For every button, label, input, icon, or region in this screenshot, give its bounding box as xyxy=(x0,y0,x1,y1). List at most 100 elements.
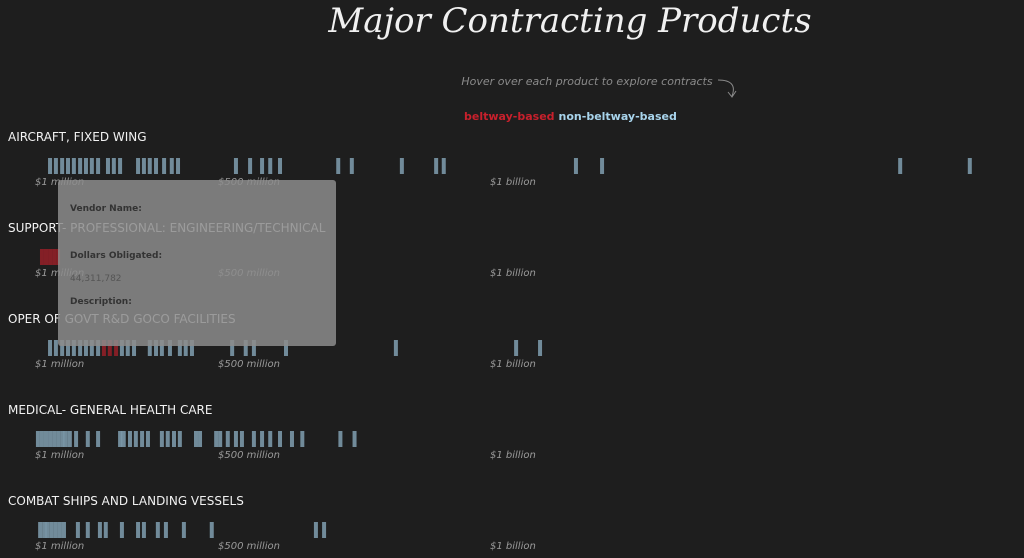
contract-mark xyxy=(125,340,130,356)
contract-mark xyxy=(159,431,164,447)
contract-mark xyxy=(434,158,439,174)
contract-mark xyxy=(96,431,101,447)
contract-mark xyxy=(169,158,174,174)
contract-mark xyxy=(67,431,72,447)
contract-mark xyxy=(119,340,124,356)
axis-label: $1 billion xyxy=(490,541,536,552)
contract-mark xyxy=(155,522,160,538)
contract-mark xyxy=(71,340,76,356)
contract-mark xyxy=(53,158,58,174)
contract-mark xyxy=(251,431,256,447)
contract-mark xyxy=(56,431,61,447)
contract-mark xyxy=(268,158,273,174)
contract-mark xyxy=(209,522,214,538)
contract-mark xyxy=(45,522,50,538)
tooltip-box xyxy=(58,180,336,346)
contract-mark xyxy=(127,431,132,447)
contract-mark xyxy=(89,158,94,174)
contract-mark xyxy=(71,158,76,174)
contract-mark xyxy=(514,340,519,356)
contract-mark xyxy=(967,158,972,174)
contract-mark xyxy=(60,340,65,356)
contract-mark xyxy=(260,158,265,174)
axis-label: $1 million xyxy=(35,450,84,461)
legend-item: non-beltway-based xyxy=(559,110,677,123)
contract-mark xyxy=(154,340,159,356)
axis-label: $500 million xyxy=(218,450,280,461)
contract-mark xyxy=(133,431,138,447)
contract-mark xyxy=(399,158,404,174)
contract-mark xyxy=(278,431,283,447)
contract-mark xyxy=(573,158,578,174)
hint: Hover over each product to explore contr… xyxy=(461,75,712,88)
contract-mark xyxy=(89,340,94,356)
contract-mark xyxy=(83,340,88,356)
contract-mark xyxy=(136,158,141,174)
contract-mark xyxy=(118,431,123,447)
contract-mark xyxy=(278,158,283,174)
contract-mark xyxy=(268,431,273,447)
tooltip-label: Description: xyxy=(70,297,132,307)
product-name: COMBAT SHIPS AND LANDING VESSELS xyxy=(8,494,244,508)
contract-mark xyxy=(119,522,124,538)
contract-mark xyxy=(352,431,357,447)
contract-mark xyxy=(48,340,53,356)
contract-mark xyxy=(218,431,223,447)
contract-mark xyxy=(105,158,110,174)
contract-mark xyxy=(63,431,68,447)
contract-mark xyxy=(181,522,186,538)
product-name: AIRCRAFT, FIXED WING xyxy=(8,130,147,144)
contract-mark xyxy=(103,522,108,538)
contract-mark xyxy=(42,522,47,538)
contract-mark xyxy=(38,522,43,538)
contract-mark xyxy=(96,158,101,174)
contract-mark xyxy=(96,340,101,356)
contract-mark xyxy=(136,522,141,538)
contract-mark xyxy=(177,340,182,356)
contract-mark xyxy=(101,340,106,356)
contract-mark xyxy=(114,340,119,356)
contract-mark xyxy=(230,340,235,356)
contract-mark xyxy=(260,431,265,447)
axis-label: $500 million xyxy=(218,359,280,370)
axis-label: $1 billion xyxy=(490,177,536,188)
contract-mark xyxy=(154,158,159,174)
contract-mark xyxy=(78,340,83,356)
contract-mark xyxy=(39,249,44,265)
contract-mark xyxy=(53,340,58,356)
contract-mark xyxy=(140,431,145,447)
tooltip-label: Vendor Name: xyxy=(70,204,142,214)
contract-mark xyxy=(349,158,354,174)
contract-mark xyxy=(159,340,164,356)
contract-mark xyxy=(145,431,150,447)
contract-mark xyxy=(85,522,90,538)
contract-mark xyxy=(49,522,54,538)
contract-mark xyxy=(248,158,253,174)
contract-mark xyxy=(171,431,176,447)
contract-mark xyxy=(393,340,398,356)
contract-mark xyxy=(183,340,188,356)
contract-mark xyxy=(167,340,172,356)
hint-arrow xyxy=(717,79,737,98)
contract-mark xyxy=(48,158,53,174)
contract-mark xyxy=(147,158,152,174)
page-title: Major Contracting Products xyxy=(327,1,811,41)
contract-mark xyxy=(141,158,146,174)
contract-mark xyxy=(165,431,170,447)
contract-mark xyxy=(141,522,146,538)
contract-mark xyxy=(214,431,219,447)
contract-mark xyxy=(75,522,80,538)
contract-mark xyxy=(898,158,903,174)
contract-mark xyxy=(313,522,318,538)
contract-mark xyxy=(189,340,194,356)
contract-mark xyxy=(121,431,126,447)
contract-mark xyxy=(107,340,112,356)
contract-mark xyxy=(336,158,341,174)
contract-mark xyxy=(163,522,168,538)
axis-label: $1 billion xyxy=(490,268,536,279)
contract-mark xyxy=(97,522,102,538)
contract-mark xyxy=(233,431,238,447)
contract-mark xyxy=(193,431,198,447)
legend: beltway-based non-beltway-based xyxy=(464,110,677,123)
contract-mark xyxy=(74,431,79,447)
